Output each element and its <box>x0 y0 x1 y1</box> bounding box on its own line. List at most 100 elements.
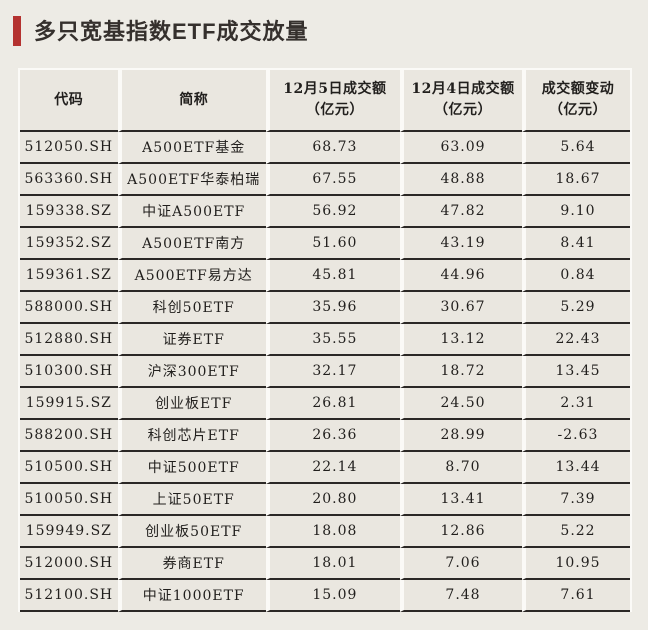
cell-vol-dec4: 44.96 <box>400 260 522 292</box>
cell-vol-dec5: 56.92 <box>265 196 400 228</box>
cell-name: 券商ETF <box>117 548 266 580</box>
cell-name: A500ETF南方 <box>117 228 266 260</box>
table-row: 159361.SZ A500ETF易方达 45.81 44.96 0.84 <box>20 260 630 292</box>
cell-vol-dec5: 18.08 <box>265 516 400 548</box>
cell-change: 22.43 <box>522 324 630 356</box>
cell-vol-dec4: 8.70 <box>400 452 522 484</box>
table-row: 588000.SH 科创50ETF 35.96 30.67 5.29 <box>20 292 630 324</box>
cell-vol-dec4: 18.72 <box>400 356 522 388</box>
page-title: 多只宽基指数ETF成交放量 <box>34 19 309 44</box>
table-row: 512000.SH 券商ETF 18.01 7.06 10.95 <box>20 548 630 580</box>
cell-name: 上证50ETF <box>117 484 266 516</box>
cell-vol-dec4: 12.86 <box>400 516 522 548</box>
cell-name: 中证500ETF <box>117 452 266 484</box>
header-cell-name: 简称 <box>117 70 266 132</box>
cell-code: 510300.SH <box>20 356 118 388</box>
cell-code: 512100.SH <box>20 580 118 612</box>
table-row: 510050.SH 上证50ETF 20.80 13.41 7.39 <box>20 484 630 516</box>
cell-vol-dec4: 7.48 <box>400 580 522 612</box>
table-row: 512050.SH A500ETF基金 68.73 63.09 5.64 <box>20 132 630 164</box>
header-cell-vol-dec4: 12月4日成交额 （亿元） <box>400 70 522 132</box>
cell-change: 9.10 <box>522 196 630 228</box>
cell-code: 159361.SZ <box>20 260 118 292</box>
cell-vol-dec4: 47.82 <box>400 196 522 228</box>
cell-name: 中证A500ETF <box>117 196 266 228</box>
title-accent-bar <box>13 16 21 46</box>
cell-vol-dec4: 48.88 <box>400 164 522 196</box>
cell-code: 510500.SH <box>20 452 118 484</box>
cell-name: 证券ETF <box>117 324 266 356</box>
cell-vol-dec5: 20.80 <box>265 484 400 516</box>
header-label: 12月4日成交额 <box>411 81 515 97</box>
header-unit: （亿元） <box>549 102 607 118</box>
header-label: 简称 <box>179 91 209 108</box>
etf-volume-table: 代码 简称 12月5日成交额 （亿元） 12月4日成交额 （亿元） 成交额变动 <box>20 70 630 612</box>
header-unit: （亿元） <box>305 102 364 118</box>
cell-change: 5.64 <box>522 132 630 164</box>
cell-name: A500ETF基金 <box>117 132 266 164</box>
table-body: 512050.SH A500ETF基金 68.73 63.09 5.64 563… <box>20 132 630 612</box>
cell-vol-dec4: 28.99 <box>400 420 522 452</box>
cell-change: 8.41 <box>522 228 630 260</box>
cell-code: 563360.SH <box>20 164 118 196</box>
title-row: 多只宽基指数ETF成交放量 <box>0 0 648 48</box>
cell-change: 2.31 <box>522 388 630 420</box>
cell-name: A500ETF易方达 <box>117 260 266 292</box>
cell-vol-dec4: 24.50 <box>400 388 522 420</box>
cell-vol-dec5: 18.01 <box>265 548 400 580</box>
cell-vol-dec5: 35.96 <box>265 292 400 324</box>
cell-change: 7.39 <box>522 484 630 516</box>
cell-name: A500ETF华泰柏瑞 <box>117 164 266 196</box>
cell-code: 159338.SZ <box>20 196 118 228</box>
cell-vol-dec5: 45.81 <box>265 260 400 292</box>
cell-vol-dec5: 67.55 <box>265 164 400 196</box>
cell-code: 159352.SZ <box>20 228 118 260</box>
cell-vol-dec5: 22.14 <box>265 452 400 484</box>
cell-vol-dec4: 63.09 <box>400 132 522 164</box>
header-unit: （亿元） <box>434 102 492 118</box>
table-row: 510300.SH 沪深300ETF 32.17 18.72 13.45 <box>20 356 630 388</box>
cell-code: 588000.SH <box>20 292 118 324</box>
cell-vol-dec4: 13.12 <box>400 324 522 356</box>
table-row: 159352.SZ A500ETF南方 51.60 43.19 8.41 <box>20 228 630 260</box>
cell-vol-dec4: 13.41 <box>400 484 522 516</box>
cell-change: 5.29 <box>522 292 630 324</box>
table-row: 159949.SZ 创业板50ETF 18.08 12.86 5.22 <box>20 516 630 548</box>
cell-vol-dec4: 30.67 <box>400 292 522 324</box>
table-row: 159338.SZ 中证A500ETF 56.92 47.82 9.10 <box>20 196 630 228</box>
table-row: 563360.SH A500ETF华泰柏瑞 67.55 48.88 18.67 <box>20 164 630 196</box>
cell-change: 0.84 <box>522 260 630 292</box>
cell-change: 10.95 <box>522 548 630 580</box>
cell-name: 科创芯片ETF <box>117 420 266 452</box>
cell-code: 512050.SH <box>20 132 118 164</box>
header-cell-vol-dec5: 12月5日成交额 （亿元） <box>265 70 400 132</box>
cell-change: -2.63 <box>522 420 630 452</box>
cell-change: 7.61 <box>522 580 630 612</box>
cell-vol-dec5: 35.55 <box>265 324 400 356</box>
cell-name: 创业板ETF <box>117 388 266 420</box>
header-label: 代码 <box>54 91 84 108</box>
cell-code: 510050.SH <box>20 484 118 516</box>
header-label: 12月5日成交额 <box>283 81 387 97</box>
table-header: 代码 简称 12月5日成交额 （亿元） 12月4日成交额 （亿元） 成交额变动 <box>20 70 630 132</box>
cell-code: 159915.SZ <box>20 388 118 420</box>
cell-change: 18.67 <box>522 164 630 196</box>
cell-vol-dec5: 32.17 <box>265 356 400 388</box>
cell-name: 科创50ETF <box>117 292 266 324</box>
cell-code: 159949.SZ <box>20 516 118 548</box>
cell-name: 创业板50ETF <box>117 516 266 548</box>
cell-change: 5.22 <box>522 516 630 548</box>
cell-code: 512000.SH <box>20 548 118 580</box>
header-label: 成交额变动 <box>541 81 615 97</box>
cell-vol-dec4: 43.19 <box>400 228 522 260</box>
cell-name: 中证1000ETF <box>117 580 266 612</box>
cell-vol-dec5: 15.09 <box>265 580 400 612</box>
etf-volume-table-wrap: 代码 简称 12月5日成交额 （亿元） 12月4日成交额 （亿元） 成交额变动 <box>18 68 632 612</box>
cell-change: 13.45 <box>522 356 630 388</box>
table-row: 512100.SH 中证1000ETF 15.09 7.48 7.61 <box>20 580 630 612</box>
cell-vol-dec5: 51.60 <box>265 228 400 260</box>
cell-vol-dec5: 68.73 <box>265 132 400 164</box>
cell-code: 588200.SH <box>20 420 118 452</box>
cell-name: 沪深300ETF <box>117 356 266 388</box>
cell-change: 13.44 <box>522 452 630 484</box>
